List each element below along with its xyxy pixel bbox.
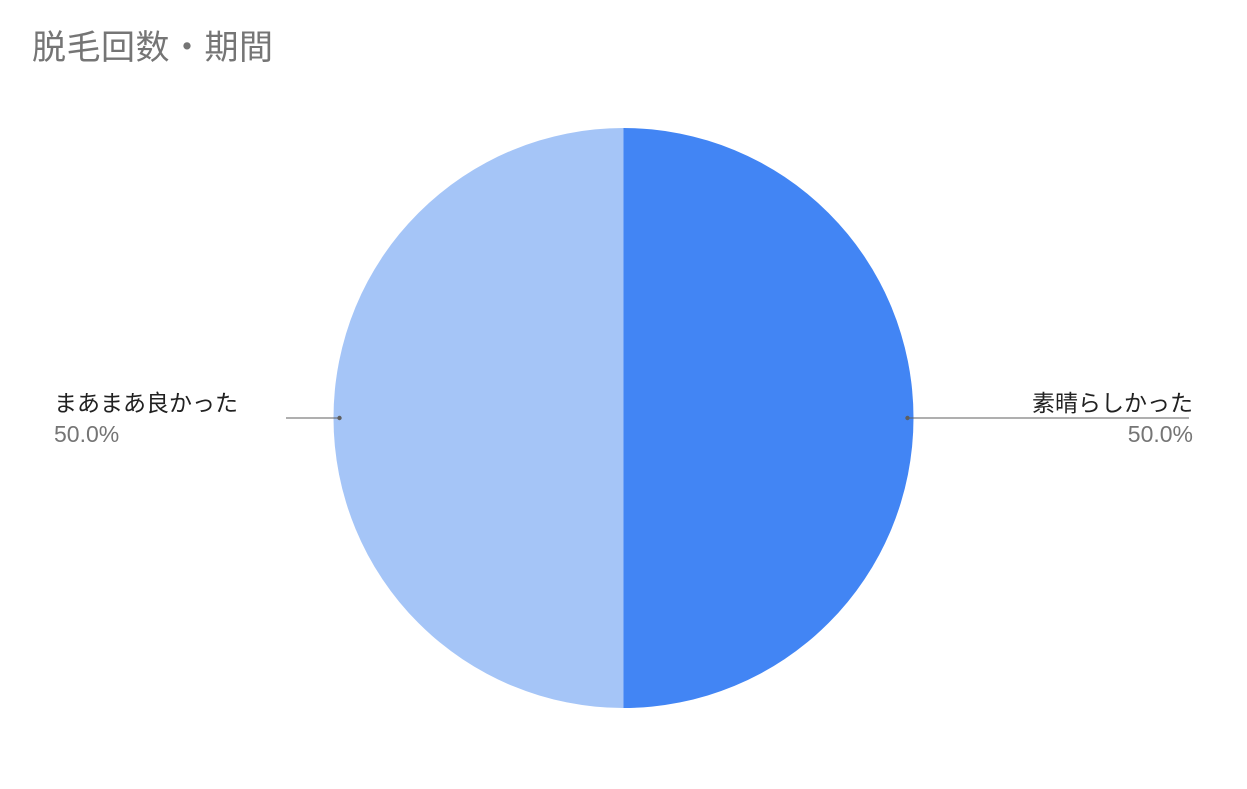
- slice-label-left-name: まあまあ良かった: [54, 388, 238, 419]
- pie-slice: [334, 128, 624, 708]
- slice-label-right-pct: 50.0%: [1032, 419, 1193, 450]
- slice-label-right-name: 素晴らしかった: [1032, 388, 1193, 419]
- slice-label-right: 素晴らしかった 50.0%: [1032, 388, 1193, 450]
- slice-label-left: まあまあ良かった 50.0%: [54, 388, 238, 450]
- pie-slice: [624, 128, 914, 708]
- leader: [286, 416, 342, 420]
- slice-label-left-pct: 50.0%: [54, 419, 238, 450]
